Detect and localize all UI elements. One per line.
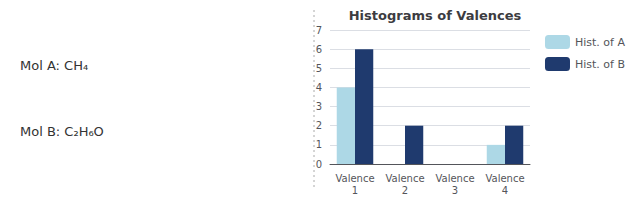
svg-text:Mol B: C₂H₆O: Mol B: C₂H₆O [20,124,104,139]
svg-text:1: 1 [316,139,322,150]
svg-text:Valence: Valence [485,173,524,184]
svg-text:3: 3 [316,101,322,112]
svg-text:7: 7 [316,25,322,36]
svg-text:2: 2 [402,185,408,196]
svg-text:2: 2 [316,120,322,131]
svg-text:6: 6 [316,44,322,55]
svg-text:4: 4 [316,82,322,93]
svg-text:1: 1 [352,185,358,196]
svg-text:Hist. of A: Hist. of A [575,36,625,49]
svg-text:Valence: Valence [435,173,474,184]
svg-text:Valence: Valence [335,173,374,184]
svg-text:Hist. of B: Hist. of B [575,58,625,71]
svg-text:Valence: Valence [385,173,424,184]
svg-text:0: 0 [316,159,322,170]
svg-text:4: 4 [502,185,508,196]
svg-text:Histograms of Valences: Histograms of Valences [349,8,522,23]
svg-text:3: 3 [452,185,458,196]
svg-text:Mol A: CH₄: Mol A: CH₄ [20,58,88,73]
svg-text:5: 5 [316,63,322,74]
